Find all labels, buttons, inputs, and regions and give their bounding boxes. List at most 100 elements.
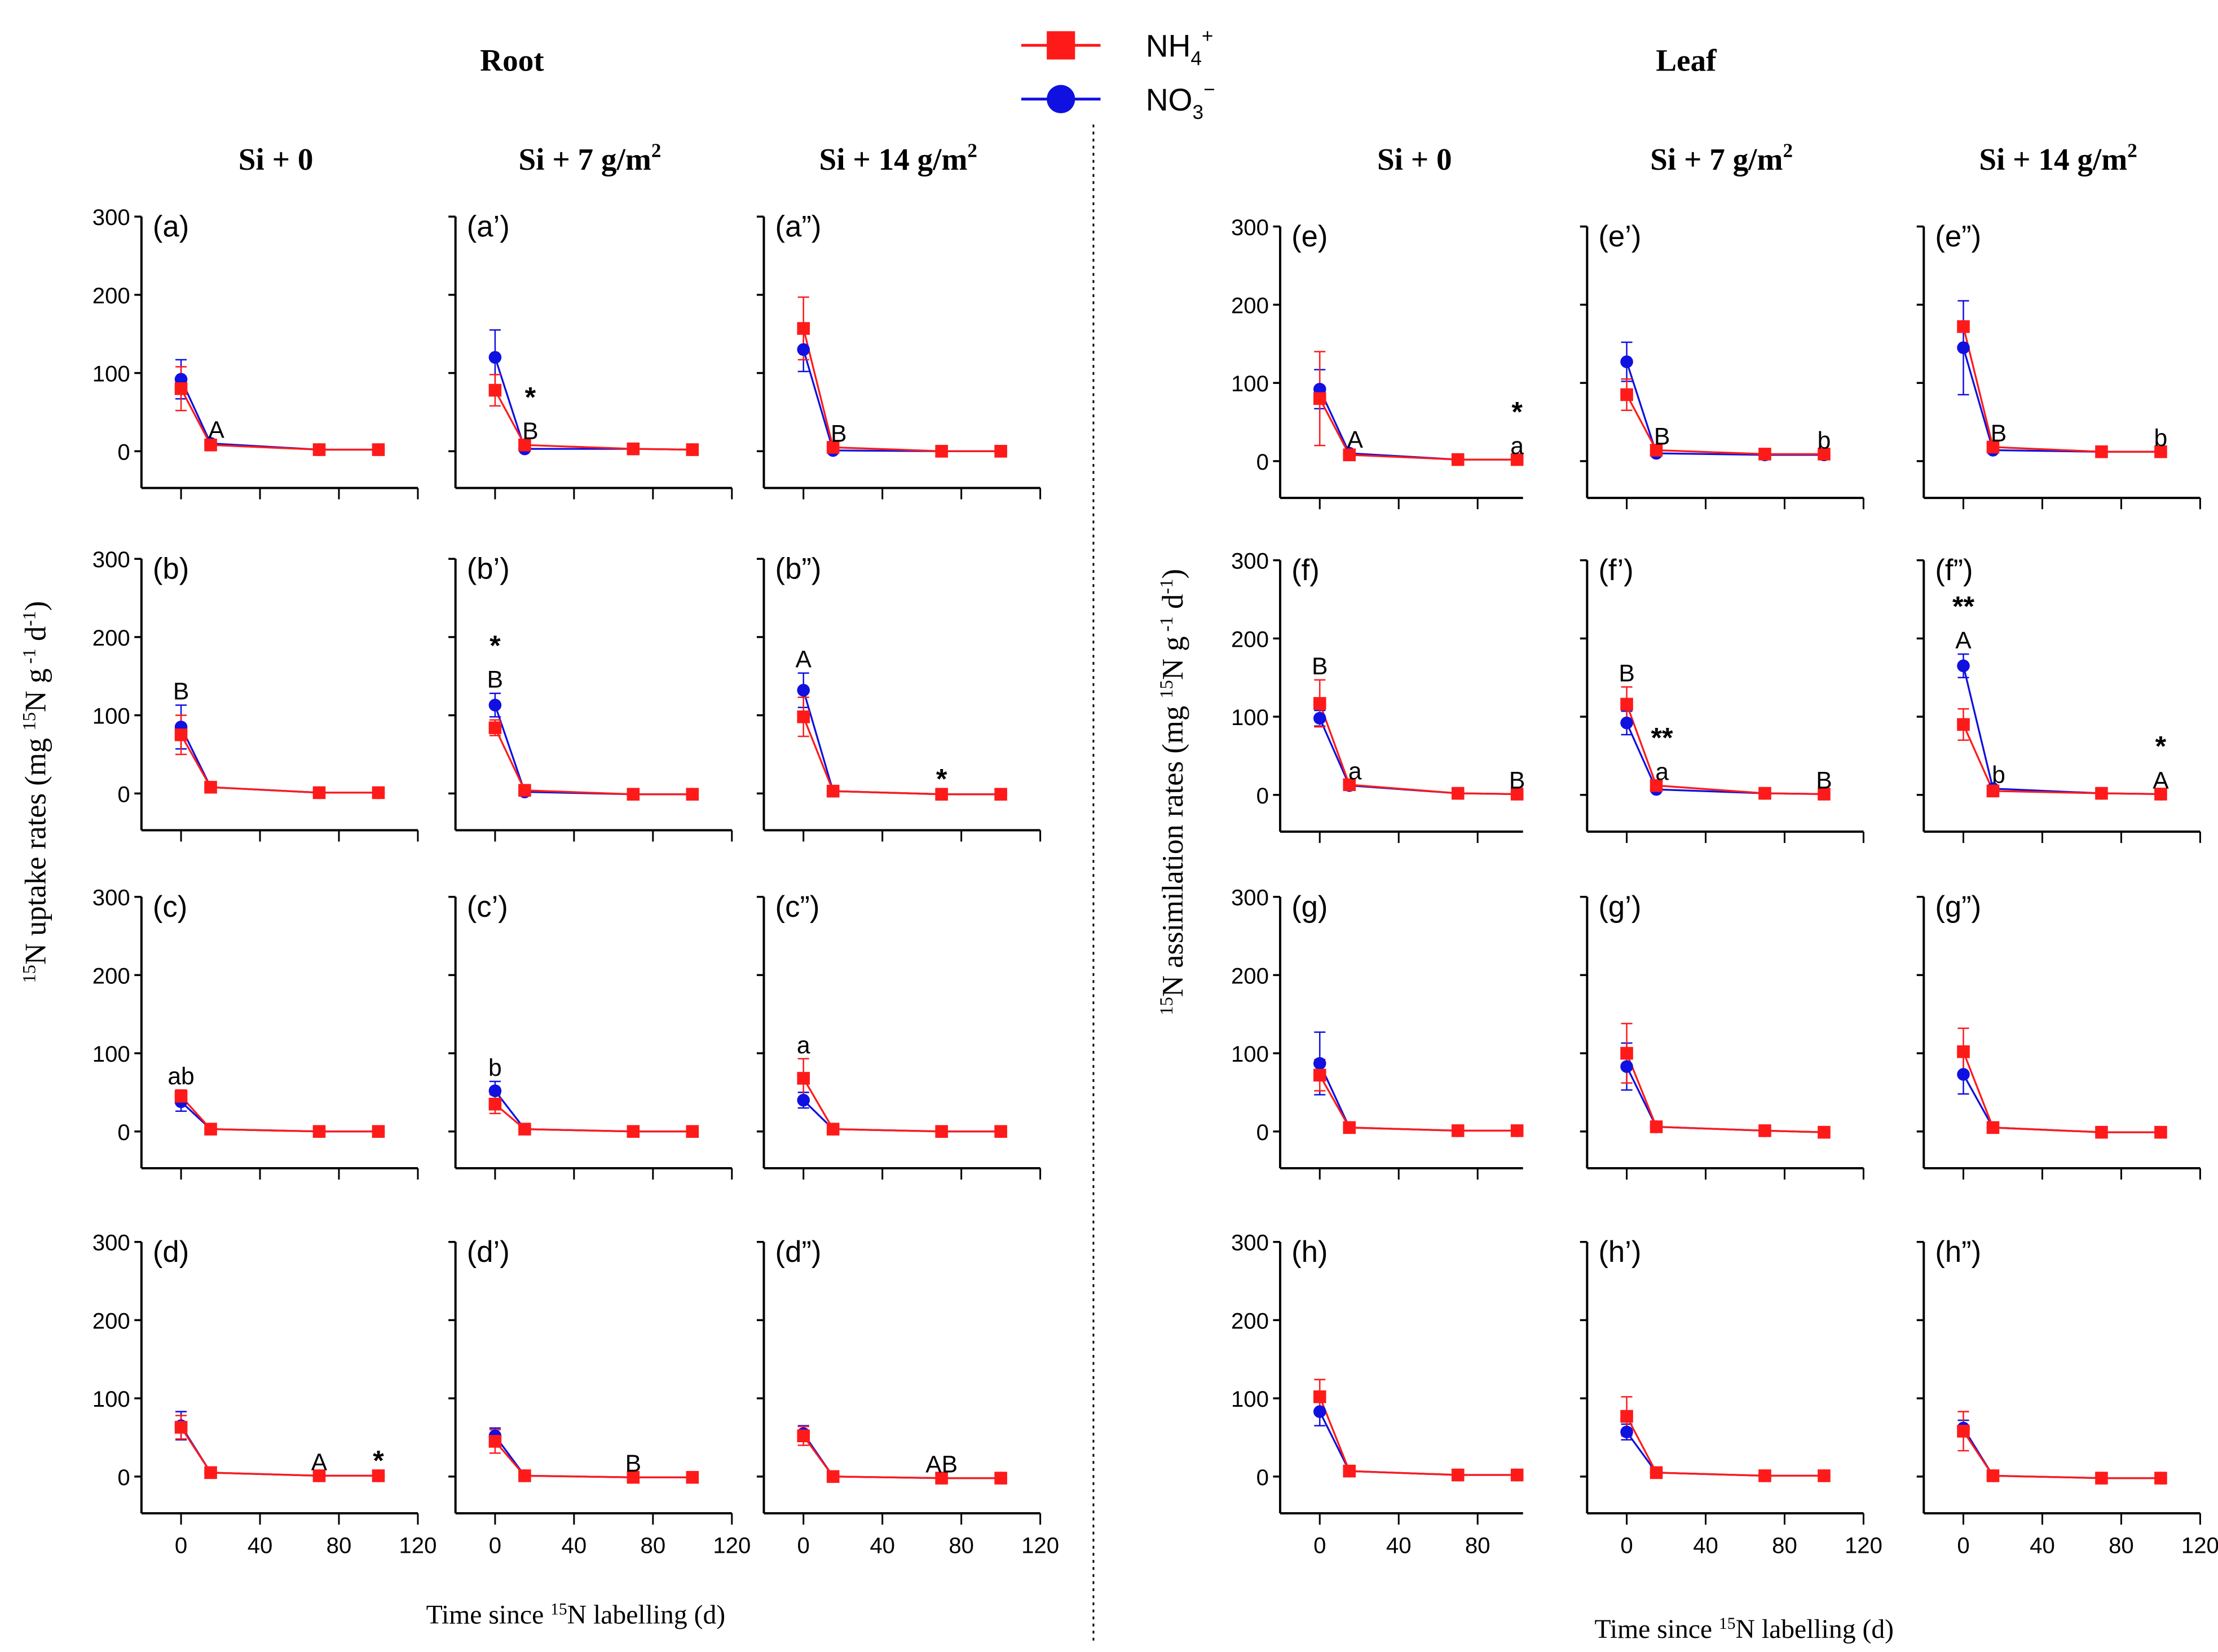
label-text: ) [1157,569,1189,579]
column-header-text: Si + 0 [239,142,314,176]
x-tick-label: 40 [248,1532,273,1558]
significance-label: b [488,1054,502,1081]
significance-label: A [1347,426,1364,453]
nh4-point [1986,440,2000,454]
nh4-point [1986,1121,2000,1134]
nh4-series-line [180,388,378,451]
panel-label: (e”) [1935,220,1981,253]
nh4-series-line [180,734,378,794]
y-tick-label: 100 [1231,1041,1269,1067]
nh4-point [312,786,326,800]
y-tick-label: 100 [92,361,130,387]
legend-superscript: − [1203,79,1215,101]
panel-label: (h”) [1935,1235,1981,1269]
significance-label: ** [1952,590,1975,622]
significance-label: b [1818,427,1831,454]
x-tick-label: 0 [1957,1532,1969,1558]
label-text: Time since [1594,1615,1719,1644]
legend-subscript: 3 [1192,101,1203,123]
x-tick-label: 80 [2109,1532,2134,1558]
panel-label: (h) [1291,1235,1328,1269]
nh4-series-line [494,390,693,451]
no3-point [1313,1057,1326,1070]
panel-d: 0 100 200 300 0 40 80 120 (d) A * [92,1230,437,1558]
panel-g”: (g”) [1916,890,2201,1180]
nh4-point [627,1125,640,1138]
nh4-point [1650,1466,1663,1479]
column-header-text: Si + 7 g/m [1650,142,1783,176]
panel-label: (d) [153,1235,189,1269]
significance-label: a [1348,758,1362,785]
nh4-point [686,443,699,456]
nh4-point [312,443,326,456]
x-tick-label: 0 [175,1532,187,1558]
nh4-series-line [180,1096,378,1133]
y-tick-label: 100 [92,1386,130,1412]
panel-label: (a”) [775,210,822,243]
nh4-point [204,1123,217,1136]
nh4-point [1620,388,1633,401]
nh4-point [826,441,840,454]
legend-subscript: 4 [1190,48,1202,70]
nh4-series-line [1626,394,1824,456]
x-tick-label: 80 [1772,1532,1797,1558]
no3-point [1620,1425,1633,1439]
nh4-point [797,322,810,335]
nh4-series-line [1963,724,2161,796]
no3-series-line [1319,1063,1518,1132]
significance-label: B [1509,767,1525,794]
nh4-point [994,1472,1007,1485]
significance-label: B [1991,420,2007,447]
no3-point [1313,1405,1326,1418]
nh4-point [1818,448,1831,461]
y-tick-label: 200 [1231,293,1269,318]
x-tick-label: 0 [797,1532,810,1558]
nh4-point [1650,779,1663,792]
panel-label: (e’) [1598,220,1641,253]
nh4-point [2095,1472,2108,1485]
no3-point [797,1094,810,1107]
nh4-series-line [1626,704,1824,796]
nh4-series-line [802,328,1001,452]
significance-label: * [936,763,947,795]
nh4-point [488,1435,502,1448]
nh4-series-line [802,1077,1001,1133]
significance-label: ab [167,1063,194,1090]
significance-label: A [311,1448,328,1476]
nh4-point [204,780,217,794]
column-header: Si + 7 g/m2 [1650,140,1793,177]
panel-e: 0 100 200 300 (e) A a * [1231,215,1524,510]
nh4-point [174,382,188,395]
label-text: ) [19,601,52,611]
y-tick-label: 300 [1231,885,1269,911]
panel-b”: (b”) A * [756,552,1042,842]
nh4-point [2095,787,2108,800]
nh4-point [797,710,810,723]
no3-series-line [802,690,1001,796]
nh4-point [935,1472,948,1485]
significance-label: B [1619,660,1634,687]
nh4-point [1818,1469,1831,1482]
x-tick-label: 120 [713,1532,751,1558]
legend-name: NO [1146,82,1193,117]
x-tick-label: 80 [641,1532,666,1558]
nh4-point [627,1470,640,1484]
significance-label: A [2153,767,2169,794]
significance-label: * [373,1445,384,1476]
label-text: N g [19,669,52,713]
y-tick-label: 300 [1231,549,1269,574]
nh4-point [174,1421,188,1434]
nh4-point [1818,788,1831,801]
panel-label: (a) [153,210,189,243]
y-tick-label: 200 [1231,1308,1269,1333]
panel-c”: (c”) a [756,890,1042,1180]
axis-labels: 15N uptake rates (mg 15N g -1 d-1)15N as… [19,569,1894,1644]
nh4-point [1313,1390,1326,1403]
nh4-point [2154,788,2167,801]
legend-label-1: NO3− [1146,79,1215,123]
nh4-point [1957,320,1970,333]
nh4-point [174,728,188,741]
nh4-point [686,788,699,801]
nh4-point [1510,1124,1524,1137]
